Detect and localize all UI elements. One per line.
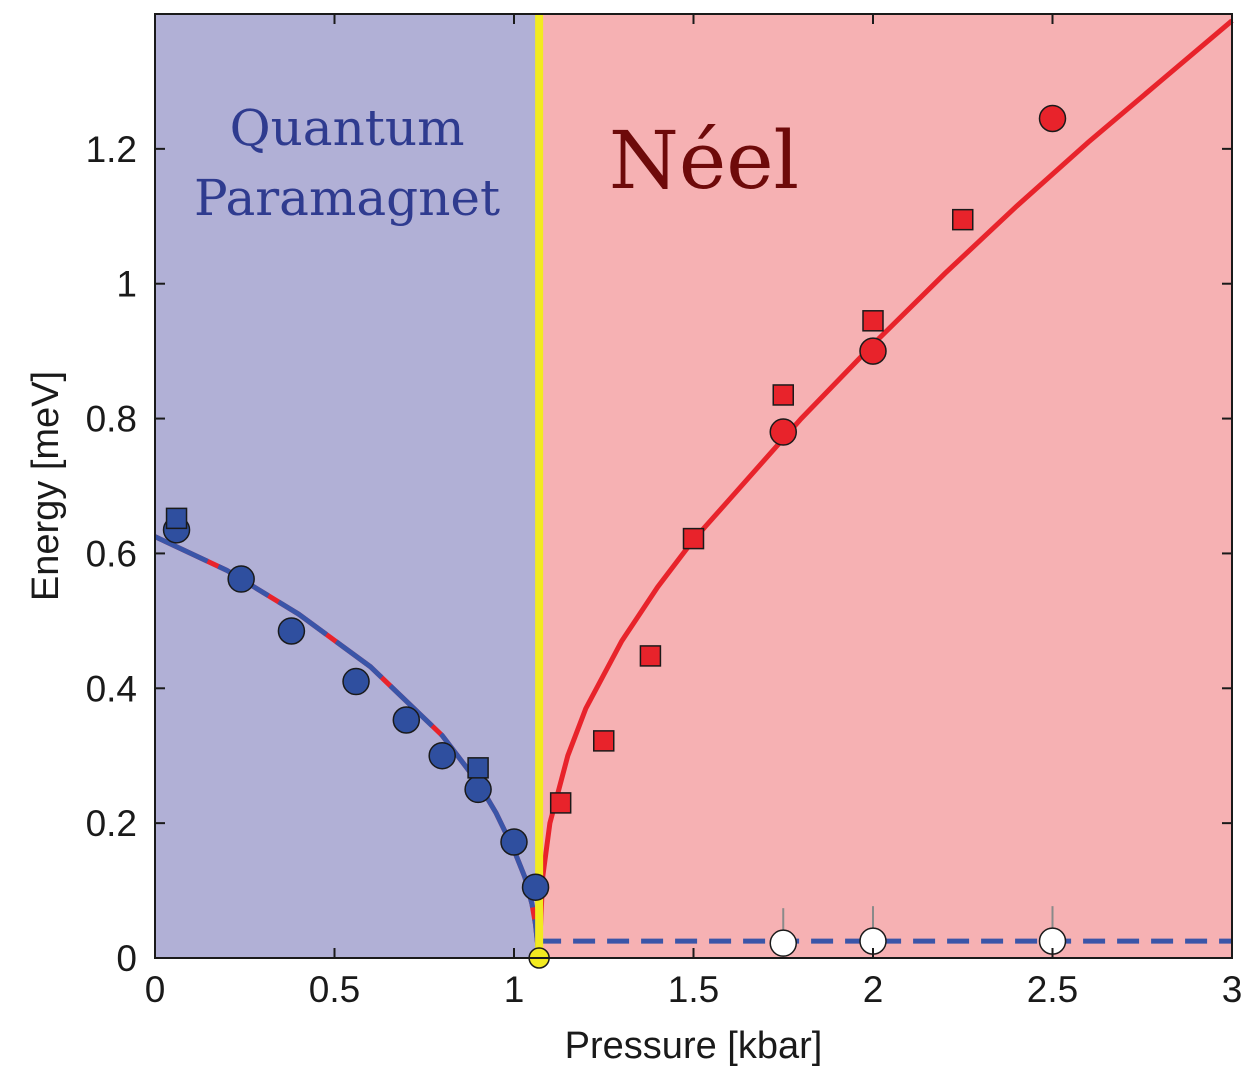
data-point-square-s2 (772, 384, 794, 406)
y-axis-title: Energy [meV] (25, 371, 67, 601)
x-tick-label: 2.5 (1027, 969, 1078, 1010)
data-point-square-s2 (593, 730, 615, 752)
phase-regions (155, 14, 1232, 958)
x-tick-label: 1 (504, 969, 525, 1010)
y-axis-ticks: 0 0.2 0.4 0.6 0.8 1 1.2 (86, 129, 1232, 979)
phase-region-labels: Quantum Paramagnet Néel (194, 99, 799, 227)
data-point-square-s2 (682, 527, 705, 550)
region-label-paramagnet-line-0: Quantum (230, 99, 465, 157)
data-point-circle-s0 (521, 873, 550, 901)
phase-region-1 (539, 14, 1232, 958)
x-axis-ticks: 0 0.5 1 1.5 2 2.5 3 (145, 14, 1243, 1010)
data-point-circle-s4 (769, 929, 797, 957)
data-point-square-s1 (165, 507, 188, 530)
curve-neel-gap (536, 18, 1234, 959)
data-point-square-s2 (549, 792, 572, 814)
region-label-paramagnet-line-1: Paramagnet (194, 169, 500, 227)
y-tick-label: 0.8 (86, 399, 137, 440)
y-tick-label: 1.2 (86, 129, 137, 170)
data-point-circle-s0 (342, 667, 370, 696)
y-tick-label: 1 (116, 264, 137, 305)
x-tick-label: 0.5 (309, 969, 360, 1010)
data-point-square-s2 (952, 208, 974, 231)
data-point-square-s2 (862, 310, 884, 332)
data-point-circle-s0 (277, 617, 306, 645)
x-tick-label: 1.5 (668, 969, 719, 1010)
x-tick-label: 3 (1222, 969, 1243, 1010)
x-tick-label: 2 (863, 969, 884, 1010)
data-point-circle-s0 (500, 828, 528, 856)
y-tick-label: 0.6 (86, 533, 137, 574)
x-axis-title: Pressure [kbar] (565, 1025, 823, 1067)
y-tick-label: 0.2 (86, 803, 137, 844)
data-point-square-s1 (467, 757, 489, 779)
data-point-circle-s0 (428, 741, 456, 770)
data-point-circle-s3 (859, 337, 887, 365)
data-point-circle-s0 (464, 775, 492, 804)
data-point-circle-s3 (769, 418, 797, 446)
data-point-circle-s0 (392, 706, 421, 734)
y-tick-label: 0 (116, 938, 137, 979)
y-tick-label: 0.4 (86, 668, 137, 709)
region-label-neel: Néel (609, 114, 799, 207)
x-tick-label: 0 (145, 969, 166, 1010)
data-markers (162, 104, 1067, 969)
data-point-square-s2 (639, 645, 662, 667)
data-point-circle-s3 (1038, 104, 1067, 133)
data-point-circle-s0 (227, 565, 255, 593)
